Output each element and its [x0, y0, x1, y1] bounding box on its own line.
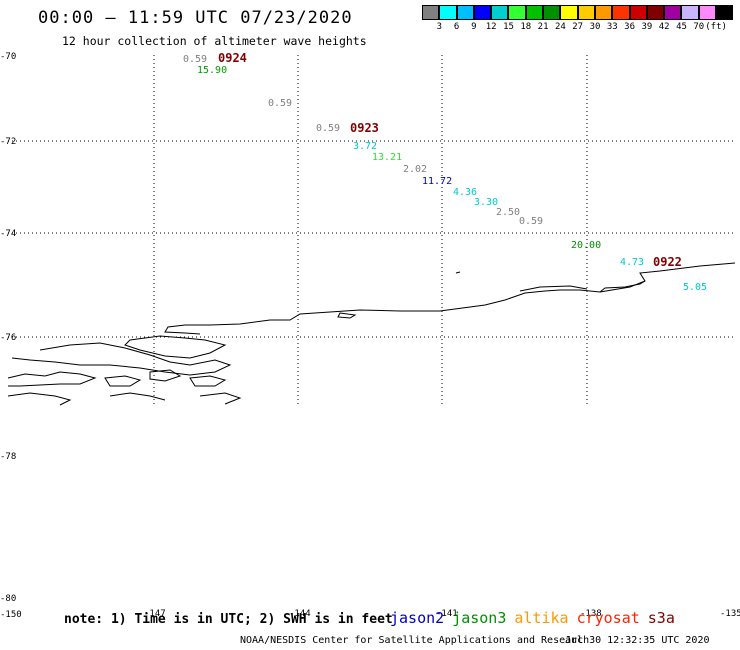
wave-height-label: 3.72 — [353, 141, 377, 152]
colorbar-label: 70 — [693, 22, 705, 32]
lat-label: -80 — [0, 594, 16, 604]
colorbar-swatch — [577, 5, 595, 20]
wave-height-label: 20.00 — [571, 240, 601, 251]
credit-text: NOAA/NESDIS Center for Satellite Applica… — [240, 635, 590, 646]
colorbar-label: (ft) — [705, 22, 727, 32]
colorbar-swatch — [439, 5, 457, 20]
colorbar-label: 42 — [658, 22, 670, 32]
colorbar-label: 18 — [520, 22, 532, 32]
coastline — [7, 262, 736, 406]
colorbar-swatch — [612, 5, 630, 20]
colorbar-swatch — [525, 5, 544, 20]
wave-height-label: 2.02 — [403, 164, 427, 175]
colorbar-swatch — [681, 5, 699, 20]
lon-label: -141 — [436, 609, 458, 619]
lon-label: -144 — [289, 609, 311, 619]
graticule — [8, 55, 735, 405]
colorbar-label: 36 — [624, 22, 636, 32]
lat-label: -74 — [0, 229, 16, 239]
legend-s3a: s3a — [647, 609, 675, 627]
colorbar-label: 27 — [572, 22, 584, 32]
wave-height-label: 15.90 — [197, 65, 227, 76]
colorbar-swatch — [629, 5, 647, 20]
colorbar-swatch — [456, 5, 474, 20]
colorbar-label: 6 — [453, 22, 460, 32]
wave-height-label: 0.59 — [268, 98, 292, 109]
legend-jason2: jason2 — [390, 609, 445, 627]
legend-cryosat: cryosat — [576, 609, 640, 627]
generation-timestamp: Jul 30 12:32:35 UTC 2020 — [565, 635, 710, 646]
colorbar-swatch — [543, 5, 561, 20]
colorbar-label: 15 — [503, 22, 514, 32]
footer-note: note: 1) Time is in UTC; 2) SWH is in fe… — [64, 612, 393, 627]
wave-height-label: 13.21 — [372, 152, 402, 163]
lon-axis: -150 -147 -144 -141 -138 -135 — [0, 609, 740, 620]
colorbar-label: 33 — [606, 22, 618, 32]
lat-label: -78 — [0, 452, 16, 462]
colorbar-label: 30 — [589, 22, 601, 32]
lon-label: -147 — [144, 609, 166, 619]
wave-height-label: 2.50 — [496, 207, 520, 218]
colorbar-label: 45 — [676, 22, 687, 32]
lat-label: -72 — [0, 137, 16, 147]
wave-height-label: 4.73 — [620, 257, 644, 268]
colorbar-label: 39 — [641, 22, 653, 32]
lat-axis: -70 -72 -74 -76 -78 -80 — [0, 52, 16, 604]
pass-time-label: 0924 — [218, 51, 247, 65]
wave-height-label: 5.05 — [683, 282, 707, 293]
wave-height-label: 11.72 — [422, 176, 452, 187]
lat-label: -70 — [0, 52, 16, 62]
colorbar-swatch — [716, 5, 734, 20]
colorbar-label: 9 — [471, 22, 477, 32]
colorbar-label: 12 — [485, 22, 497, 32]
wave-height-label: 0.59 — [183, 54, 207, 65]
wave-height-label: 0.59 — [519, 216, 543, 227]
colorbar-swatch — [422, 5, 440, 20]
lon-label: -150 — [0, 610, 22, 620]
colorbar-swatch — [560, 5, 578, 20]
colorbar-label: 24 — [554, 22, 566, 32]
wave-height-label: 0.59 — [316, 123, 340, 134]
colorbar — [422, 5, 734, 20]
colorbar-swatch — [698, 5, 717, 20]
colorbar-swatch — [646, 5, 665, 20]
colorbar-swatch — [664, 5, 682, 20]
page-subtitle: 12 hour collection of altimeter wave hei… — [62, 34, 367, 48]
lon-label: -138 — [580, 609, 602, 619]
colorbar-swatch — [508, 5, 526, 20]
wave-heights: 0.59 15.90 0.59 0.59 3.72 13.21 2.02 11.… — [183, 54, 707, 293]
colorbar-swatch — [594, 5, 613, 20]
lat-label: -76 — [0, 333, 16, 343]
wave-height-label: 3.30 — [474, 197, 498, 208]
pass-time-label: 0922 — [653, 255, 682, 269]
colorbar-swatch — [491, 5, 509, 20]
colorbar-label: 21 — [537, 22, 549, 32]
page-title: 00:00 – 11:59 UTC 07/23/2020 — [38, 8, 353, 28]
legend-altika: altika — [514, 609, 569, 627]
lon-label: -135 — [720, 609, 740, 619]
legend-jason3: jason3 — [452, 609, 507, 627]
satellite-legend: jason2 jason3 altika cryosat s3a — [390, 609, 683, 627]
pass-times: 0924 0923 0922 — [218, 51, 682, 269]
colorbar-swatch — [473, 5, 492, 20]
pass-time-label: 0923 — [350, 121, 379, 135]
wave-height-label: 4.36 — [453, 187, 477, 198]
colorbar-label: 3 — [436, 22, 443, 32]
